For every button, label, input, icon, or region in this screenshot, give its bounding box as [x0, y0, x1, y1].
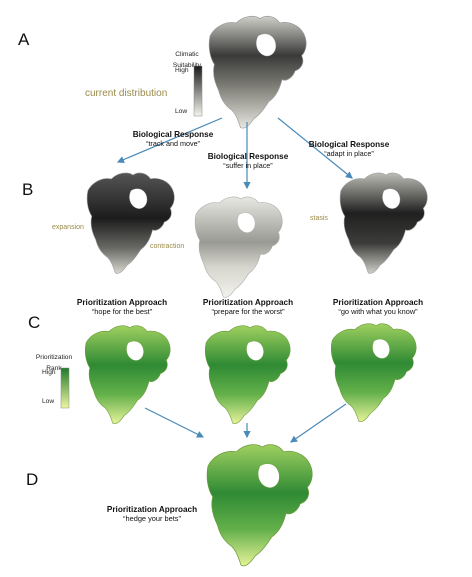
rank-legend-low: Low — [42, 398, 55, 405]
approach-subtitle: “hedge your bets” — [123, 514, 181, 523]
response-track-and-move: Biological Response “track and move” — [118, 130, 228, 148]
approach-subtitle: “prepare for the worst” — [211, 307, 285, 316]
map-contraction — [194, 196, 283, 298]
suitability-colorbar — [193, 65, 203, 117]
panel-letter-b: B — [22, 180, 34, 199]
response-subtitle: “suffer in place” — [223, 161, 273, 170]
arrow-a-to-expansion — [116, 117, 223, 163]
response-adapt-in-place: Biological Response “adapt in place” — [294, 140, 404, 158]
approach-hope-for-the-best: Prioritization Approach “hope for the be… — [62, 298, 182, 316]
approach-prepare-for-the-worst: Prioritization Approach “prepare for the… — [188, 298, 308, 316]
response-title: Biological Response — [207, 152, 289, 161]
suitability-legend-high: High — [175, 67, 189, 74]
panel-letter-d: D — [26, 470, 39, 489]
map-expansion — [86, 172, 175, 274]
approach-title: Prioritization Approach — [332, 298, 424, 307]
rank-colorbar — [60, 367, 70, 409]
scenario-expansion-label: expansion — [52, 224, 84, 231]
arrow-c3-to-d — [290, 403, 347, 443]
approach-subtitle: “go with what you know” — [338, 307, 418, 316]
panel-letter-c: C — [28, 313, 41, 332]
arrow-a-to-stasis — [277, 117, 353, 179]
map-go-with-what-you-know — [330, 323, 417, 423]
response-subtitle: “adapt in place” — [324, 149, 374, 158]
approach-go-with-what-you-know: Prioritization Approach “go with what yo… — [318, 298, 438, 316]
map-prepare-for-the-worst — [204, 325, 291, 425]
rank-legend-high: High — [42, 369, 56, 376]
panel-letter-a: A — [18, 30, 30, 49]
map-hope-for-the-best — [84, 325, 171, 425]
response-suffer-in-place: Biological Response “suffer in place” — [193, 152, 303, 170]
arrow-c1-to-d — [144, 407, 205, 438]
suitability-legend-low: Low — [175, 108, 188, 115]
rank-legend-title: Prioritization Rank — [35, 354, 73, 372]
approach-title: Prioritization Approach — [106, 505, 198, 514]
approach-title: Prioritization Approach — [76, 298, 168, 307]
current-distribution-label: current distribution — [85, 88, 168, 99]
approach-hedge-your-bets: Prioritization Approach “hedge your bets… — [92, 505, 212, 523]
response-title: Biological Response — [308, 140, 390, 149]
approach-subtitle: “hope for the best” — [91, 307, 153, 316]
response-title: Biological Response — [132, 130, 214, 139]
scenario-contraction-label: contraction — [150, 243, 185, 250]
suitability-legend-title: Climatic Suitability — [172, 51, 202, 69]
response-subtitle: “track and move” — [146, 139, 200, 148]
map-stasis — [339, 172, 428, 274]
approach-title: Prioritization Approach — [202, 298, 294, 307]
scenario-stasis-label: stasis — [310, 215, 328, 222]
